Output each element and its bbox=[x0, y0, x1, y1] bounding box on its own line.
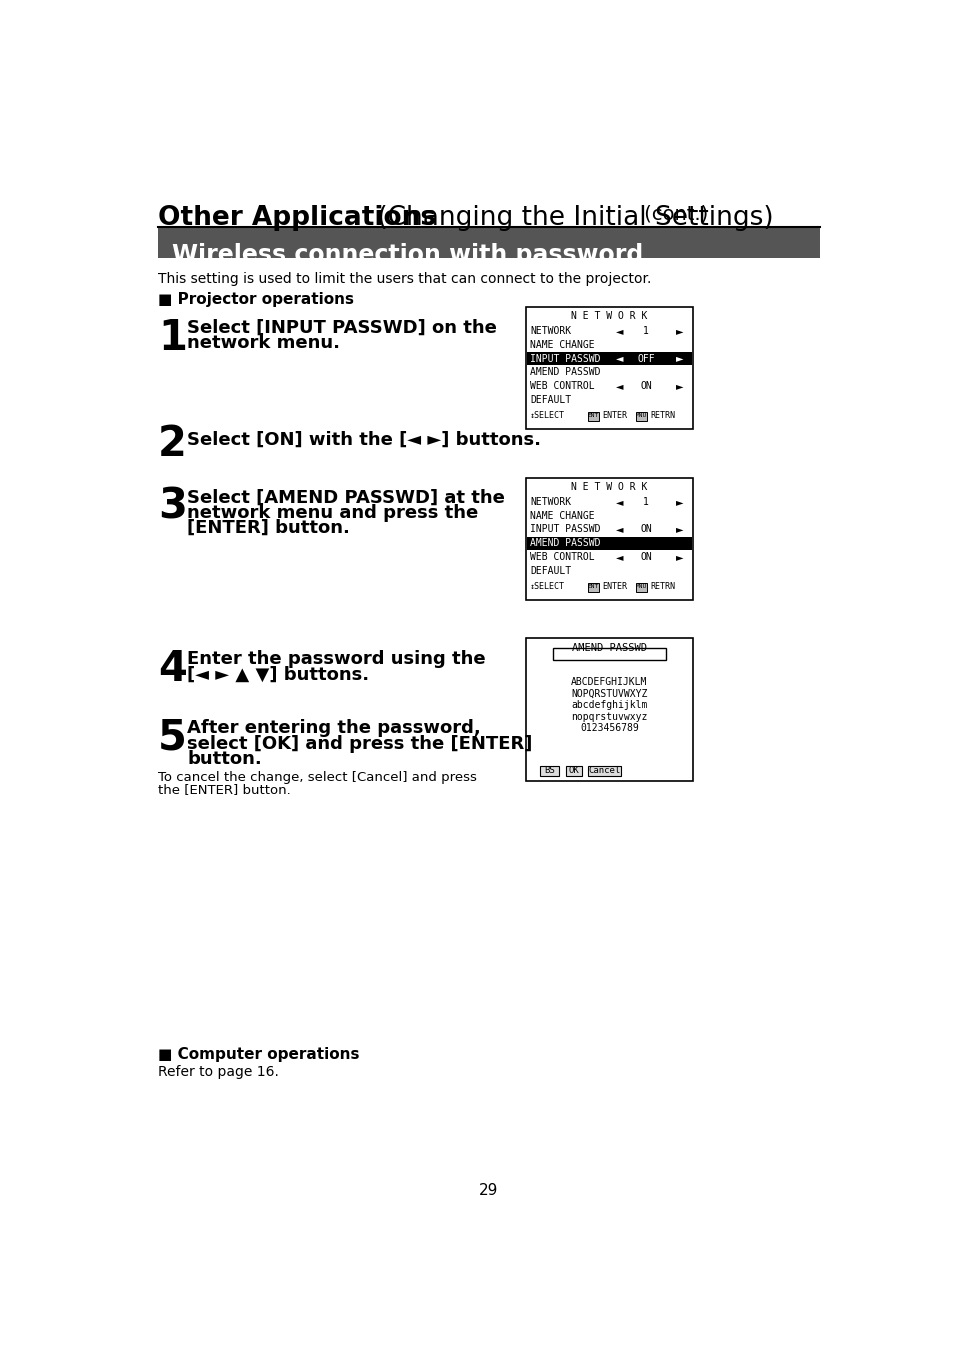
Text: ◄: ◄ bbox=[615, 524, 622, 534]
Text: ◄: ◄ bbox=[615, 325, 622, 336]
Text: AMEND PASSWD: AMEND PASSWD bbox=[530, 538, 599, 549]
Text: ON: ON bbox=[639, 553, 651, 562]
Text: NETWORK: NETWORK bbox=[530, 325, 571, 336]
Text: Other Applications: Other Applications bbox=[158, 205, 436, 230]
Text: ■ Projector operations: ■ Projector operations bbox=[158, 291, 354, 308]
Text: ON: ON bbox=[639, 524, 651, 534]
Text: button.: button. bbox=[187, 751, 262, 768]
Text: 0123456789: 0123456789 bbox=[579, 724, 639, 733]
Text: ►: ► bbox=[675, 325, 682, 336]
Text: BS: BS bbox=[543, 766, 554, 775]
Bar bbox=[587, 766, 620, 775]
Text: Cancel: Cancel bbox=[588, 766, 619, 775]
Text: N E T W O R K: N E T W O R K bbox=[571, 312, 647, 321]
Text: the [ENTER] button.: the [ENTER] button. bbox=[158, 783, 291, 797]
Bar bbox=[553, 648, 665, 660]
Text: RETRN: RETRN bbox=[650, 411, 675, 420]
Text: ►: ► bbox=[675, 497, 682, 507]
Text: ENTER: ENTER bbox=[602, 411, 627, 420]
Text: 4: 4 bbox=[158, 648, 187, 690]
Text: RETRN: RETRN bbox=[650, 581, 675, 591]
Text: DEFAULT: DEFAULT bbox=[530, 396, 571, 405]
Text: ENT: ENT bbox=[587, 413, 598, 417]
Text: ↕SELECT: ↕SELECT bbox=[530, 411, 564, 420]
Bar bbox=[525, 308, 692, 430]
Bar bbox=[526, 537, 691, 550]
Text: ◄: ◄ bbox=[615, 381, 622, 392]
Text: WEB CONTROL: WEB CONTROL bbox=[530, 553, 594, 562]
Text: ►: ► bbox=[675, 381, 682, 392]
Text: 1: 1 bbox=[642, 325, 648, 336]
Text: Wireless connection with password: Wireless connection with password bbox=[172, 244, 642, 267]
Text: Select [AMEND PASSWD] at the: Select [AMEND PASSWD] at the bbox=[187, 488, 505, 507]
Text: 2: 2 bbox=[158, 423, 187, 465]
Text: ◄: ◄ bbox=[615, 354, 622, 363]
Text: [ENTER] button.: [ENTER] button. bbox=[187, 519, 350, 537]
Text: Select [ON] with the [◄ ►] buttons.: Select [ON] with the [◄ ►] buttons. bbox=[187, 431, 541, 449]
Text: INPUT PASSWD: INPUT PASSWD bbox=[530, 354, 599, 363]
Text: [◄ ► ▲ ▼] buttons.: [◄ ► ▲ ▼] buttons. bbox=[187, 665, 369, 683]
Bar bbox=[525, 478, 692, 600]
Text: network menu and press the: network menu and press the bbox=[187, 504, 478, 522]
Bar bbox=[525, 638, 692, 780]
Text: NOPQRSTUVWXYZ: NOPQRSTUVWXYZ bbox=[571, 688, 647, 699]
Text: ABCDEFGHIJKLM: ABCDEFGHIJKLM bbox=[571, 678, 647, 687]
Text: NETWORK: NETWORK bbox=[530, 497, 571, 507]
Text: INPUT PASSWD: INPUT PASSWD bbox=[530, 524, 599, 534]
Text: ENT: ENT bbox=[587, 584, 598, 588]
Text: abcdefghijklm: abcdefghijklm bbox=[571, 701, 647, 710]
Bar bbox=[587, 412, 598, 421]
Text: (cont.): (cont.) bbox=[638, 205, 708, 224]
Text: This setting is used to limit the users that can connect to the projector.: This setting is used to limit the users … bbox=[158, 272, 651, 286]
Text: ■ Computer operations: ■ Computer operations bbox=[158, 1046, 359, 1061]
Text: ►: ► bbox=[675, 553, 682, 562]
Text: ENTER: ENTER bbox=[602, 581, 627, 591]
Text: Select [INPUT PASSWD] on the: Select [INPUT PASSWD] on the bbox=[187, 318, 497, 337]
Text: To cancel the change, select [Cancel] and press: To cancel the change, select [Cancel] an… bbox=[158, 771, 476, 785]
Bar bbox=[539, 766, 558, 775]
Text: ◄: ◄ bbox=[615, 497, 622, 507]
Bar bbox=[158, 228, 819, 257]
Bar bbox=[526, 352, 691, 364]
Text: 3: 3 bbox=[158, 486, 187, 528]
Text: Enter the password using the: Enter the password using the bbox=[187, 650, 486, 668]
Text: ↕SELECT: ↕SELECT bbox=[530, 581, 564, 591]
Text: Refer to page 16.: Refer to page 16. bbox=[158, 1065, 278, 1079]
Text: network menu.: network menu. bbox=[187, 335, 340, 352]
Text: AMEND PASSWD: AMEND PASSWD bbox=[530, 367, 599, 378]
Text: MNU: MNU bbox=[636, 413, 646, 417]
Text: 5: 5 bbox=[158, 717, 187, 759]
Text: MNU: MNU bbox=[636, 584, 646, 588]
Text: NAME CHANGE: NAME CHANGE bbox=[530, 340, 594, 350]
Text: After entering the password,: After entering the password, bbox=[187, 720, 480, 737]
Text: 29: 29 bbox=[478, 1183, 498, 1198]
Text: 1: 1 bbox=[158, 317, 187, 359]
Text: ◄: ◄ bbox=[615, 553, 622, 562]
Text: N E T W O R K: N E T W O R K bbox=[571, 482, 647, 492]
Text: OFF: OFF bbox=[637, 354, 654, 363]
Text: nopqrstuvwxyz: nopqrstuvwxyz bbox=[571, 711, 647, 722]
Text: select [OK] and press the [ENTER]: select [OK] and press the [ENTER] bbox=[187, 734, 533, 753]
Text: ►: ► bbox=[675, 524, 682, 534]
Bar bbox=[636, 412, 646, 421]
Text: AMEND PASSWD: AMEND PASSWD bbox=[572, 644, 646, 653]
Text: (Changing the Initial Settings): (Changing the Initial Settings) bbox=[369, 205, 773, 230]
Text: NAME CHANGE: NAME CHANGE bbox=[530, 511, 594, 520]
Bar bbox=[566, 766, 581, 775]
Text: 1: 1 bbox=[642, 497, 648, 507]
Text: DEFAULT: DEFAULT bbox=[530, 566, 571, 576]
Text: OK: OK bbox=[568, 766, 578, 775]
Bar bbox=[636, 583, 646, 592]
Text: ON: ON bbox=[639, 381, 651, 392]
Bar bbox=[587, 583, 598, 592]
Text: WEB CONTROL: WEB CONTROL bbox=[530, 381, 594, 392]
Text: ►: ► bbox=[675, 354, 682, 363]
